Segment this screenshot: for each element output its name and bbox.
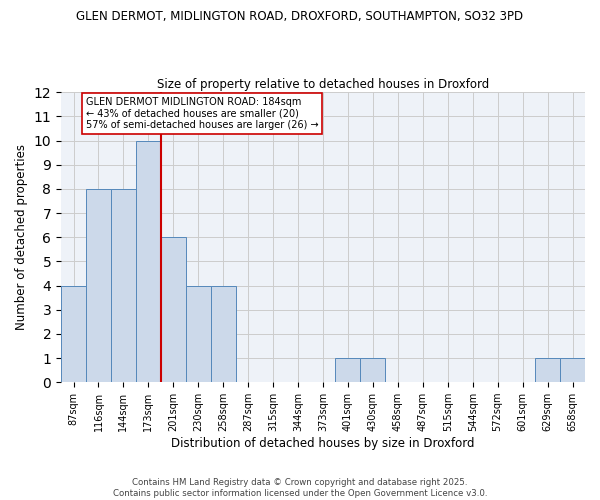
Text: GLEN DERMOT MIDLINGTON ROAD: 184sqm
← 43% of detached houses are smaller (20)
57: GLEN DERMOT MIDLINGTON ROAD: 184sqm ← 43… bbox=[86, 97, 319, 130]
Y-axis label: Number of detached properties: Number of detached properties bbox=[15, 144, 28, 330]
Bar bbox=[361, 358, 385, 382]
X-axis label: Distribution of detached houses by size in Droxford: Distribution of detached houses by size … bbox=[171, 437, 475, 450]
Bar bbox=[86, 189, 111, 382]
Bar bbox=[161, 237, 186, 382]
Text: GLEN DERMOT, MIDLINGTON ROAD, DROXFORD, SOUTHAMPTON, SO32 3PD: GLEN DERMOT, MIDLINGTON ROAD, DROXFORD, … bbox=[76, 10, 524, 23]
Bar bbox=[136, 140, 161, 382]
Text: Contains HM Land Registry data © Crown copyright and database right 2025.
Contai: Contains HM Land Registry data © Crown c… bbox=[113, 478, 487, 498]
Bar bbox=[211, 286, 236, 382]
Bar bbox=[560, 358, 585, 382]
Bar bbox=[61, 286, 86, 382]
Bar bbox=[186, 286, 211, 382]
Bar bbox=[335, 358, 361, 382]
Bar bbox=[111, 189, 136, 382]
Title: Size of property relative to detached houses in Droxford: Size of property relative to detached ho… bbox=[157, 78, 489, 91]
Bar bbox=[535, 358, 560, 382]
